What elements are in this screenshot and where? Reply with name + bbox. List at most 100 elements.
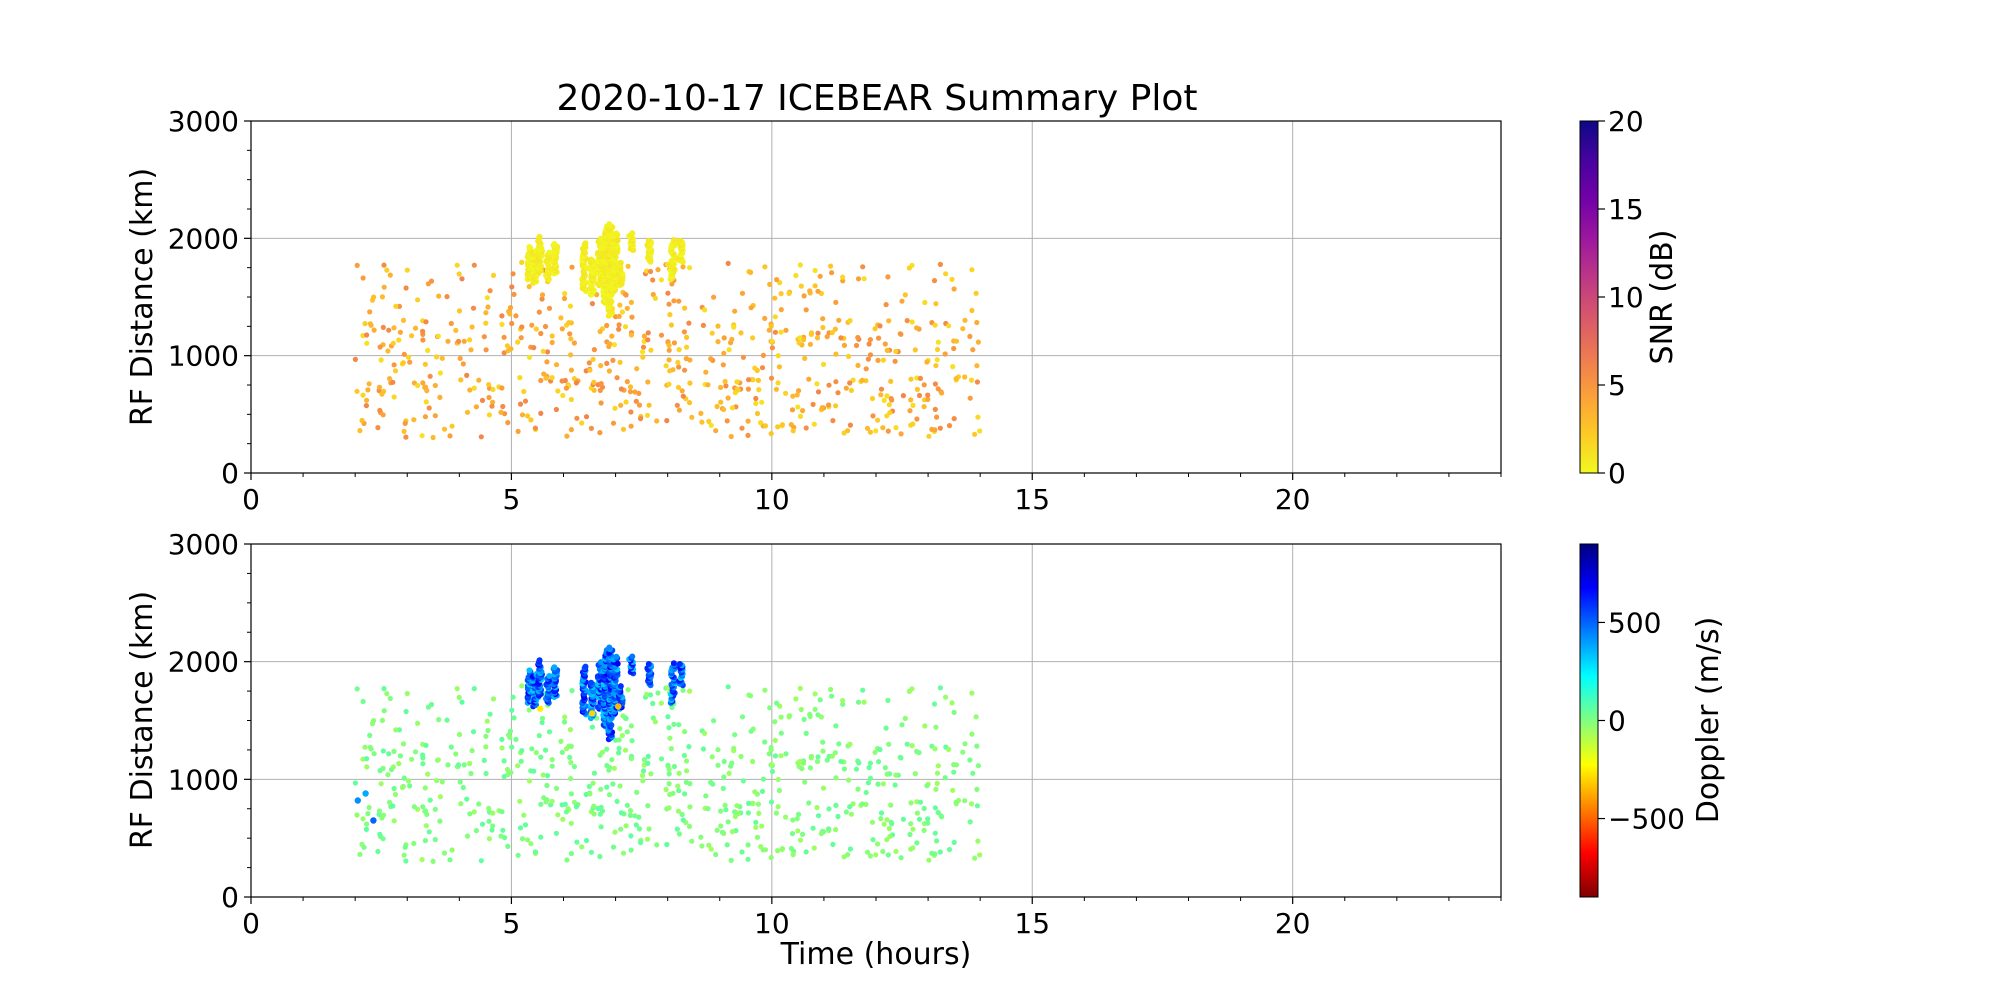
data-point — [832, 750, 838, 756]
data-point — [400, 741, 407, 747]
data-point — [625, 263, 631, 269]
data-point — [762, 847, 769, 853]
data-point — [937, 685, 944, 691]
data-point — [866, 765, 872, 771]
data-point — [441, 426, 448, 432]
data-point — [460, 784, 466, 791]
data-point — [769, 338, 775, 344]
data-point — [360, 275, 366, 281]
data-point — [853, 766, 860, 772]
data-point — [734, 379, 740, 385]
data-point — [684, 758, 690, 764]
data-point — [833, 802, 839, 809]
data-point — [567, 303, 574, 309]
data-point — [401, 775, 407, 781]
data-point — [909, 743, 915, 749]
data-point — [886, 318, 892, 324]
data-point — [864, 425, 871, 431]
data-point — [728, 857, 734, 864]
data-point — [569, 264, 575, 270]
streak-point — [606, 221, 613, 228]
data-point — [806, 800, 812, 806]
data-point — [931, 278, 938, 284]
data-point — [779, 846, 786, 852]
data-point — [772, 295, 778, 301]
data-point — [801, 716, 807, 723]
data-point — [932, 851, 938, 857]
x-tick-label: 0 — [242, 483, 260, 516]
data-point — [908, 376, 914, 382]
data-point — [609, 757, 615, 763]
data-point — [437, 370, 443, 376]
data-point — [650, 700, 656, 707]
data-point — [759, 788, 766, 795]
snr-axis-ticks: 0 5 10 15 20 0 1000 2000 3000 — [168, 105, 1502, 516]
data-point — [476, 801, 482, 807]
data-point — [628, 409, 634, 415]
data-point — [419, 857, 425, 863]
data-point — [893, 425, 899, 431]
data-point — [833, 299, 839, 305]
data-point — [687, 265, 693, 271]
data-point — [365, 387, 371, 393]
streak-point — [551, 664, 558, 671]
data-point — [564, 433, 570, 439]
data-point — [820, 739, 826, 745]
y-tick-label: 0 — [221, 457, 239, 490]
data-point — [400, 360, 406, 366]
data-point — [841, 854, 847, 860]
streak-point — [606, 644, 613, 651]
data-point — [829, 330, 835, 336]
data-point — [884, 817, 890, 823]
data-point — [415, 297, 421, 303]
data-point — [513, 736, 519, 743]
data-point — [967, 757, 973, 763]
data-point — [391, 394, 397, 400]
data-point — [538, 801, 544, 807]
data-point — [841, 430, 847, 436]
data-point — [354, 262, 360, 268]
data-point — [589, 301, 596, 307]
data-point — [843, 385, 849, 391]
data-point — [902, 715, 908, 722]
data-point — [676, 770, 682, 776]
data-point — [725, 260, 731, 266]
data-point — [769, 762, 775, 768]
data-point — [847, 846, 854, 852]
data-point — [740, 354, 747, 360]
data-point — [627, 389, 634, 395]
data-point — [359, 841, 365, 847]
data-point — [568, 427, 575, 433]
data-point — [390, 803, 396, 809]
data-point — [618, 826, 624, 832]
data-point — [933, 301, 939, 307]
data-point — [646, 826, 652, 832]
data-point — [458, 801, 464, 807]
data-point — [644, 412, 651, 418]
data-point — [379, 815, 385, 821]
data-point — [886, 741, 892, 747]
data-point — [591, 347, 598, 353]
data-point — [973, 714, 979, 720]
data-point — [951, 709, 957, 716]
data-point — [838, 335, 844, 341]
data-point — [478, 434, 484, 440]
data-point — [686, 823, 693, 830]
data-point — [675, 359, 681, 365]
data-point — [486, 382, 492, 388]
data-point — [650, 291, 656, 298]
data-point — [683, 356, 689, 362]
data-point — [869, 819, 876, 825]
data-point — [880, 425, 886, 431]
data-point — [745, 418, 751, 424]
data-point — [848, 387, 855, 393]
x-tick-label: 5 — [503, 483, 521, 516]
data-point — [423, 399, 429, 405]
data-point — [817, 697, 823, 703]
data-point — [521, 388, 527, 395]
data-point — [705, 806, 711, 812]
data-point — [975, 763, 982, 769]
data-point — [887, 833, 893, 840]
data-point — [794, 392, 800, 398]
data-point — [875, 781, 881, 787]
